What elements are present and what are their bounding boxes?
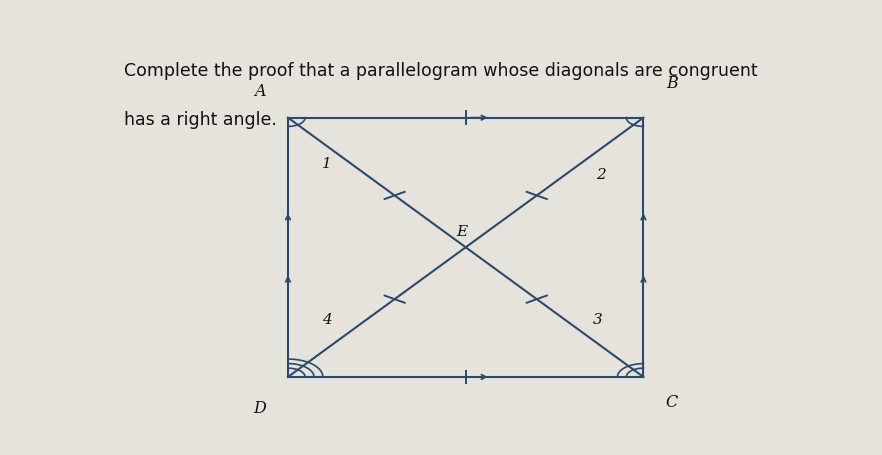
Text: 4: 4 (322, 313, 332, 327)
Text: 2: 2 (596, 168, 606, 182)
Text: has a right angle.: has a right angle. (123, 111, 277, 129)
Text: A: A (254, 83, 265, 100)
Text: C: C (666, 394, 678, 411)
Text: Complete the proof that a parallelogram whose diagonals are congruent: Complete the proof that a parallelogram … (123, 61, 758, 80)
Text: E: E (457, 225, 467, 239)
Text: B: B (666, 76, 677, 92)
Text: 1: 1 (322, 157, 332, 172)
Text: D: D (253, 399, 266, 416)
Text: 3: 3 (593, 313, 602, 327)
